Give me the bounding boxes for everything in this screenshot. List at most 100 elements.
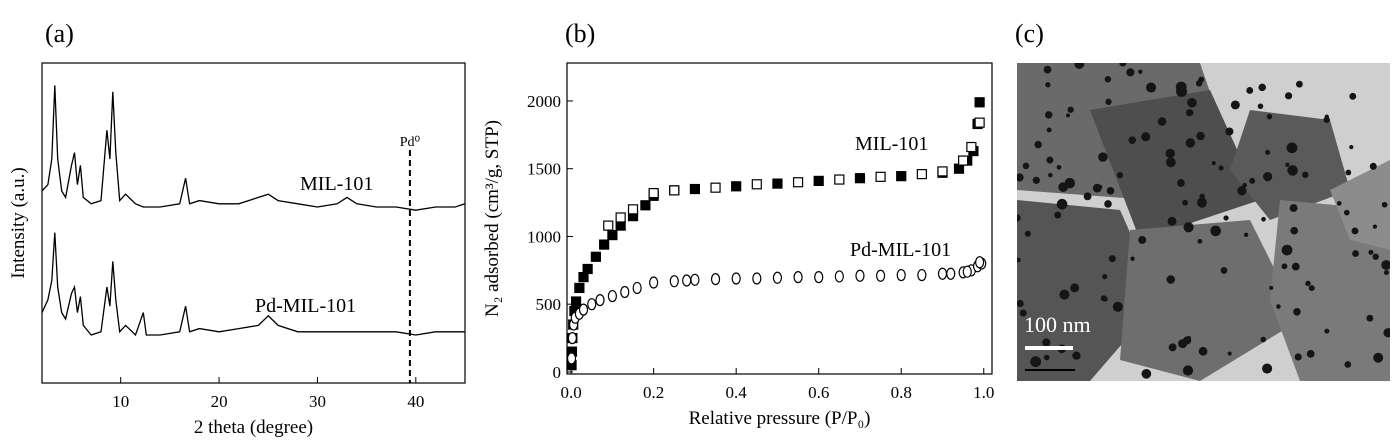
- particle: [1120, 220, 1300, 381]
- nanoparticle: [1130, 256, 1135, 261]
- nanoparticle: [1305, 280, 1311, 287]
- square-marker: [875, 171, 886, 182]
- nanoparticle: [1225, 127, 1234, 136]
- panel-label: (b): [565, 19, 595, 48]
- nanoparticle: [1017, 299, 1024, 308]
- nanoparticle: [1042, 338, 1051, 347]
- y-axis-label: N₂ adsorbed (cm³/g, STP): [482, 120, 503, 317]
- nanoparticle: [1261, 216, 1266, 222]
- nanoparticle: [1242, 182, 1247, 188]
- square-marker: [669, 185, 680, 196]
- circle-marker: [962, 265, 972, 278]
- nanoparticle: [1045, 111, 1053, 119]
- nanoparticle: [1383, 269, 1389, 276]
- nanoparticle: [1098, 152, 1108, 162]
- x-tick-label: 30: [309, 392, 326, 411]
- circle-marker: [710, 273, 721, 286]
- circle-marker: [682, 274, 692, 287]
- series-label: MIL-101: [855, 133, 928, 155]
- circle-marker: [917, 268, 927, 282]
- nanoparticle: [1141, 368, 1152, 379]
- nanoparticle: [1056, 198, 1068, 210]
- nanoparticle: [1286, 142, 1298, 154]
- circle-marker: [566, 352, 577, 365]
- nanoparticle: [1175, 81, 1187, 93]
- panel-label: (c): [1015, 19, 1044, 48]
- nanoparticle: [1289, 204, 1298, 213]
- nanoparticle: [1128, 136, 1137, 145]
- square-marker: [772, 178, 783, 189]
- x-tick-label: 1.0: [973, 383, 994, 402]
- circle-marker: [690, 273, 700, 286]
- square-marker: [974, 97, 985, 108]
- nanoparticle: [1287, 165, 1298, 176]
- nanoparticle: [1165, 148, 1175, 159]
- nanoparticle: [1249, 177, 1256, 184]
- circle-marker: [669, 275, 679, 288]
- nanoparticle: [1017, 214, 1021, 222]
- nanoparticle: [1199, 193, 1205, 200]
- circle-marker: [793, 271, 803, 284]
- nanoparticle: [1167, 216, 1177, 226]
- nanoparticle: [1237, 186, 1247, 196]
- plot-frame: [566, 62, 993, 375]
- nanoparticle: [1323, 116, 1330, 123]
- nanoparticle: [1059, 289, 1070, 300]
- square-marker: [603, 220, 614, 231]
- panel-label: (a): [45, 19, 74, 48]
- series-label: Pd-MIL-101: [850, 239, 951, 261]
- square-marker: [792, 177, 804, 188]
- nanoparticle: [1141, 132, 1151, 142]
- y-tick-label: 2000: [527, 92, 561, 111]
- circle-marker: [587, 298, 597, 311]
- nanoparticle: [1336, 201, 1342, 206]
- nanoparticle: [1223, 215, 1229, 221]
- nanoparticle: [1022, 162, 1030, 170]
- particle: [1090, 90, 1260, 240]
- circle-marker: [937, 267, 948, 280]
- scale-bar-label: 100 nm: [1024, 312, 1091, 337]
- circle-marker: [620, 285, 630, 299]
- nanoparticle: [1296, 80, 1303, 88]
- nanoparticle: [1074, 63, 1085, 69]
- nanoparticle: [1266, 113, 1273, 120]
- particle: [1270, 200, 1390, 381]
- series-label: MIL-101: [300, 173, 373, 195]
- nanoparticle: [1260, 336, 1267, 343]
- nanoparticle: [1218, 165, 1224, 171]
- series-label: Pd-MIL-101: [255, 295, 356, 317]
- square-marker: [916, 169, 927, 180]
- nanoparticle: [1054, 211, 1062, 219]
- nanoparticle: [1104, 200, 1112, 208]
- nanoparticle: [1119, 63, 1127, 67]
- square-marker: [615, 212, 626, 223]
- nanoparticle: [1138, 69, 1143, 74]
- circle-marker: [731, 272, 741, 285]
- square-marker: [574, 282, 585, 294]
- nanoparticle: [1372, 253, 1379, 260]
- square-marker: [834, 174, 845, 185]
- nanoparticle: [1070, 283, 1080, 293]
- square-marker: [607, 230, 618, 241]
- nanoparticle: [1186, 335, 1192, 341]
- nanoparticle: [1102, 274, 1108, 280]
- x-axis-label: 2 theta (degree): [194, 417, 313, 438]
- x-axis-label: Relative pressure (P/P₀): [689, 408, 871, 429]
- nanoparticle: [1017, 173, 1024, 182]
- square-marker: [896, 171, 907, 182]
- plot-frame: [41, 62, 466, 384]
- x-tick-label: 0.4: [726, 383, 748, 402]
- nanoparticle: [1276, 304, 1281, 309]
- nanoparticle: [1182, 199, 1189, 206]
- nanoparticle: [1043, 354, 1050, 361]
- nanoparticle: [1196, 131, 1205, 141]
- y-axis-label: Intensity (a.u.): [8, 167, 29, 278]
- nanoparticle: [1034, 140, 1042, 149]
- nanoparticle: [1017, 257, 1021, 263]
- circle-marker: [772, 271, 783, 284]
- nanoparticle: [1372, 224, 1378, 229]
- nanoparticle: [1263, 172, 1273, 182]
- nanoparticle: [1187, 98, 1197, 108]
- nanoparticle: [1285, 162, 1290, 167]
